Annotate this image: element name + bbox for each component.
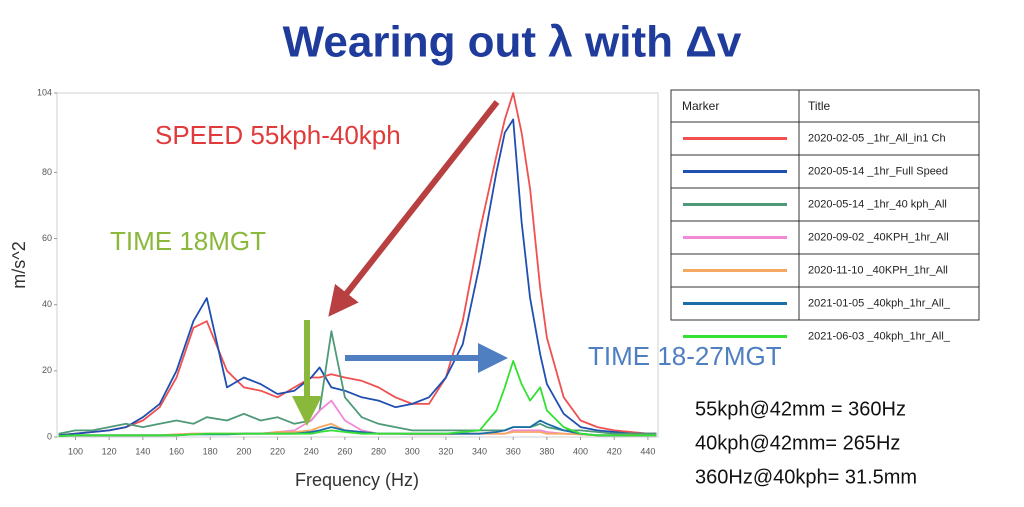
plot-frame [56,92,659,438]
y-tick-label: 60 [42,233,52,243]
series-line [58,330,657,435]
annotation: TIME 18MGT [110,226,266,256]
x-tick-label: 360 [506,446,521,456]
y-axis-label: m/s^2 [9,241,29,288]
x-tick-label: 320 [438,446,453,456]
x-tick-label: 440 [640,446,655,456]
x-tick-label: 400 [573,446,588,456]
y-tick-label: 104 [37,87,52,97]
x-tick-label: 100 [68,446,83,456]
legend-label: 2021-06-03 _40kph_1hr_All_ [808,330,951,342]
x-tick-label: 180 [203,446,218,456]
legend-label: 2020-11-10 _40KPH_1hr_All [808,264,948,276]
note: 55kph@42mm = 360Hz [695,398,906,420]
legend: Marker Title 2020-02-05 _1hr_All_in1 Ch 2… [670,89,980,342]
legend-label: 2020-09-02 _40KPH_1hr_All [808,231,949,243]
x-tick-label: 120 [102,446,117,456]
x-tick-label: 280 [371,446,386,456]
x-tick-label: 220 [270,446,285,456]
series-line [58,92,657,437]
y-tick-label: 40 [42,299,52,309]
x-tick-label: 380 [539,446,554,456]
x-tick-label: 160 [169,446,184,456]
annotation: TIME 18-27MGT [588,341,782,371]
note: 360Hz@40kph= 31.5mm [695,466,917,488]
legend-label: 2020-05-14 _1hr_Full Speed [808,165,948,177]
chart-title: Wearing out λ with Δv [283,18,742,67]
series-line [58,118,657,437]
x-tick-label: 420 [607,446,622,456]
y-tick-label: 0 [47,431,52,441]
x-axis-label: Frequency (Hz) [295,470,419,490]
x-tick-label: 340 [472,446,487,456]
legend-header: Marker [682,99,719,113]
legend-label: 2020-05-14 _1hr_40 kph_All [808,198,947,210]
x-tick-label: 200 [236,446,251,456]
plot: 0 20 40 60 80 104 100 120 140 160 180 200 220 240 260 2… [37,87,657,456]
note: 40kph@42mm= 265Hz [695,432,900,454]
legend-header: Title [808,99,831,113]
y-tick-label: 80 [42,167,52,177]
arrow [328,100,500,317]
y-tick-label: 20 [42,365,52,375]
x-tick-label: 140 [135,446,150,456]
x-tick-label: 300 [405,446,420,456]
legend-label: 2020-02-05 _1hr_All_in1 Ch [808,132,946,144]
x-tick-label: 260 [337,446,352,456]
x-tick-label: 240 [304,446,319,456]
series-line [58,360,657,437]
annotation: SPEED 55kph-40kph [155,120,401,150]
legend-label: 2021-01-05 _40kph_1hr_All_ [808,297,951,309]
